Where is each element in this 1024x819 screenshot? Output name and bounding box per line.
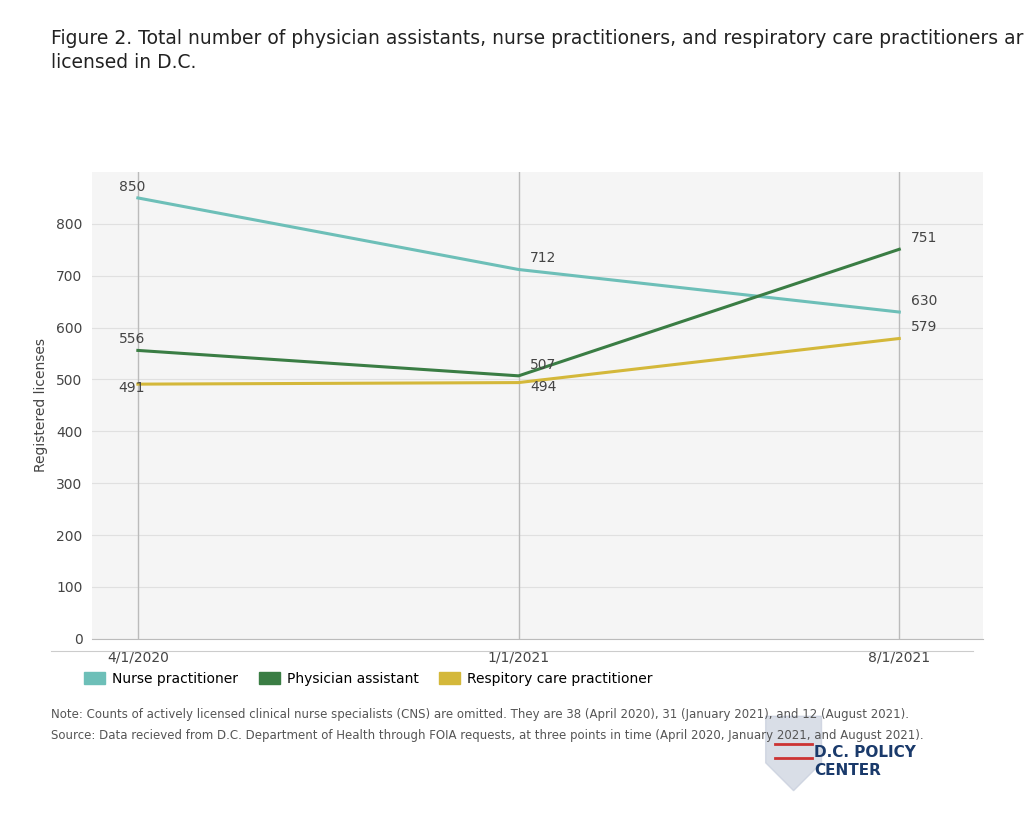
Text: 491: 491: [119, 381, 145, 395]
Text: 630: 630: [910, 294, 937, 308]
Text: 556: 556: [119, 333, 145, 346]
Text: licensed in D.C.: licensed in D.C.: [51, 53, 197, 72]
Text: D.C. POLICY
CENTER: D.C. POLICY CENTER: [814, 745, 915, 778]
Text: Figure 2. Total number of physician assistants, nurse practitioners, and respira: Figure 2. Total number of physician assi…: [51, 29, 1024, 48]
Text: Source: Data recieved from D.C. Department of Health through FOIA requests, at t: Source: Data recieved from D.C. Departme…: [51, 729, 924, 742]
Text: 850: 850: [119, 180, 145, 194]
Text: Note: Counts of actively licensed clinical nurse specialists (CNS) are omitted. : Note: Counts of actively licensed clinic…: [51, 708, 909, 722]
Text: 494: 494: [530, 380, 556, 394]
Legend: Nurse practitioner, Physician assistant, Respitory care practitioner: Nurse practitioner, Physician assistant,…: [79, 666, 658, 691]
Polygon shape: [766, 717, 821, 790]
Text: 579: 579: [910, 320, 937, 334]
Y-axis label: Registered licenses: Registered licenses: [34, 338, 48, 473]
Text: 507: 507: [530, 358, 556, 372]
Text: 751: 751: [910, 231, 937, 245]
Text: 712: 712: [530, 251, 556, 265]
